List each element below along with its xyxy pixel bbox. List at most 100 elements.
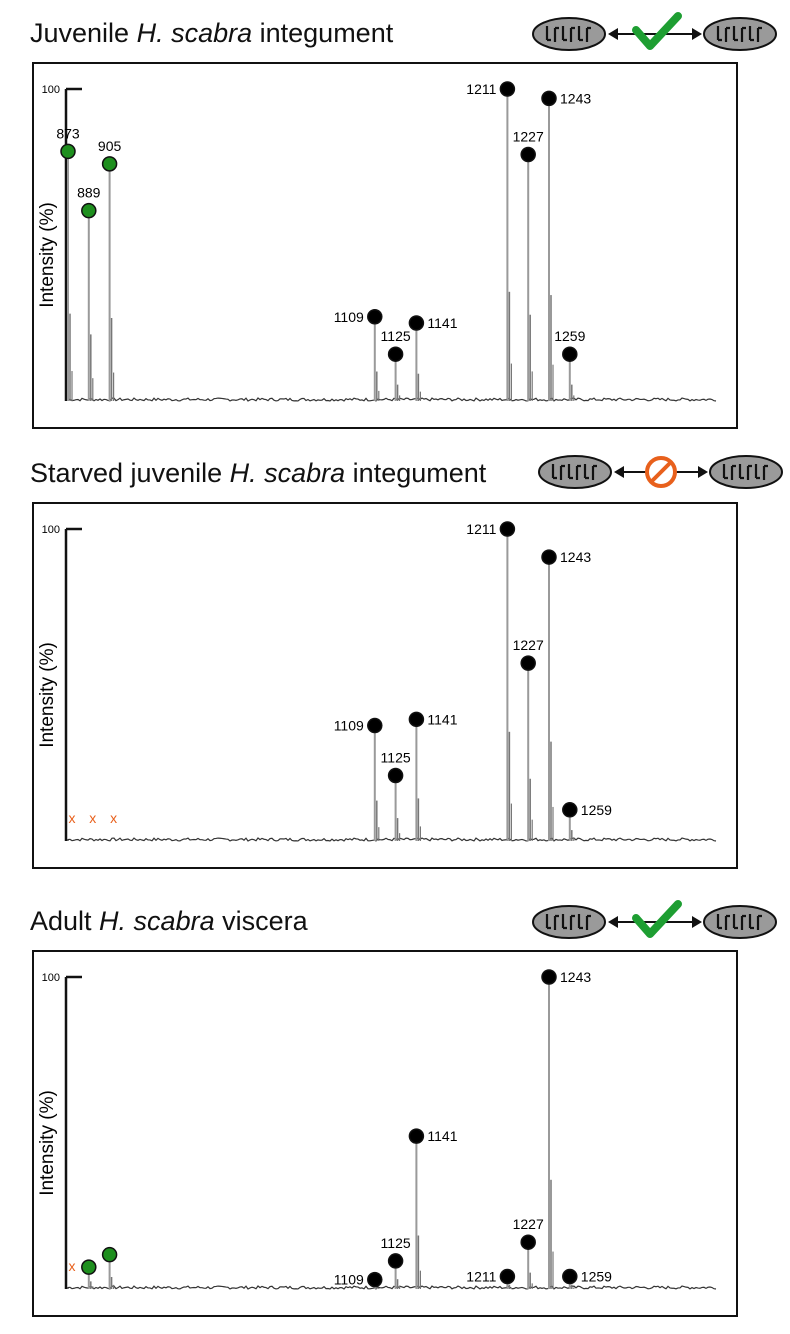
peak-label: 1259 — [581, 802, 612, 818]
peak-1243 — [548, 557, 554, 841]
peak-1125 — [394, 775, 401, 841]
plot-frame — [32, 62, 738, 429]
panel-title: Starved juvenile H. scabra integument — [30, 458, 486, 489]
peak-marker — [520, 1234, 536, 1250]
peak-marker — [541, 90, 557, 107]
peak-label: 1125 — [381, 328, 411, 344]
species-name: H. scabra — [229, 458, 346, 488]
peak-marker — [499, 1268, 516, 1285]
mitochondrion-icon — [532, 905, 606, 939]
chart-1: 100 Intensity (%) 873 889 905 1109 1125 1141 121… — [32, 62, 738, 429]
panel-title: Juvenile H. scabra integument — [30, 18, 393, 49]
peak-label: 1141 — [427, 711, 457, 727]
peak-label: 1211 — [466, 81, 496, 97]
peak-marker — [387, 346, 404, 362]
peak-marker — [408, 1128, 425, 1144]
peak-label: 1141 — [427, 315, 457, 331]
peak-1227 — [527, 154, 533, 401]
peak-1259 — [568, 354, 575, 401]
peak-label: 1259 — [554, 328, 585, 344]
double-arrow-icon — [608, 28, 702, 40]
peak-label: 1125 — [381, 1235, 411, 1251]
y-axis-label: Intensity (%) — [37, 642, 58, 748]
peak-marker — [101, 1246, 118, 1263]
peak-label: 1227 — [513, 1216, 544, 1232]
prohibited-icon — [645, 456, 677, 488]
peak-label: 1259 — [581, 1269, 612, 1285]
peak-marker — [520, 655, 536, 671]
panel-title-text: Starved juvenile — [30, 458, 230, 488]
mitochondrion-icon — [538, 455, 612, 489]
absent-marker: x — [69, 810, 76, 826]
peak-label: 1243 — [560, 90, 591, 106]
chart-3: 100 Intensity (%) 1109 1125 1141 1211 1227 1243… — [32, 950, 738, 1317]
panel-title-text: integument — [252, 18, 394, 48]
peak-label: 1109 — [334, 1272, 364, 1288]
peak-marker — [520, 146, 536, 163]
peak-marker — [367, 717, 383, 734]
peak-1141 — [415, 323, 421, 401]
peak-905 — [108, 163, 115, 401]
peak-marker — [387, 1253, 404, 1269]
peak-1109 — [373, 316, 380, 401]
peak-1227 — [527, 663, 533, 841]
peak-marker — [367, 1271, 383, 1288]
peak-marker — [499, 81, 516, 97]
peak-marker — [541, 549, 557, 565]
peak-marker — [562, 1268, 578, 1285]
peak-marker — [367, 309, 383, 325]
check-icon — [632, 12, 682, 50]
y-tick-label: 100 — [42, 972, 60, 984]
plot-frame — [32, 502, 738, 869]
peak-1243 — [548, 98, 554, 401]
peak-marker — [562, 346, 578, 362]
spectrum-baseline — [67, 397, 717, 402]
absent-marker: x — [69, 1258, 76, 1274]
panel-title-text: viscera — [214, 906, 308, 936]
symbiosis-icon — [532, 900, 782, 951]
spectrum-baseline — [67, 837, 717, 842]
peak-marker — [81, 202, 97, 219]
mitochondrion-icon — [709, 455, 783, 489]
absent-marker: x — [110, 810, 117, 826]
symbiosis-icon — [532, 12, 782, 63]
peak-label: 1227 — [513, 129, 544, 145]
symbiosis-icon — [538, 450, 788, 501]
y-axis-label: Intensity (%) — [37, 1090, 58, 1196]
peak-label: 1211 — [466, 1269, 496, 1285]
spectrum-baseline — [67, 1285, 717, 1290]
y-tick-label: 100 — [42, 84, 60, 96]
peak-label: 905 — [98, 138, 122, 154]
peak-1227 — [527, 1242, 533, 1289]
peak-marker — [541, 969, 557, 985]
mitochondrion-icon — [532, 17, 606, 51]
peak-label: 1141 — [427, 1128, 457, 1144]
y-tick-label: 100 — [42, 524, 60, 536]
mitochondrion-icon — [703, 905, 777, 939]
peak-marker — [60, 143, 76, 160]
y-axis-label: Intensity (%) — [37, 202, 58, 308]
panel-title: Adult H. scabra viscera — [30, 906, 308, 937]
peak-label: 1125 — [381, 749, 411, 765]
peak-1243 — [548, 977, 554, 1289]
peak-marker — [81, 1259, 97, 1275]
peak-label: 1227 — [513, 637, 544, 653]
peak-label: 1109 — [334, 718, 364, 734]
peak-marker — [387, 767, 404, 784]
species-name: H. scabra — [136, 18, 253, 48]
peak-marker — [499, 521, 516, 537]
plot-frame — [32, 950, 738, 1317]
mitochondrion-icon — [703, 17, 777, 51]
peak-1211 — [506, 529, 512, 841]
peak-marker — [408, 711, 425, 728]
check-icon — [632, 900, 682, 938]
peak-label: 1243 — [560, 549, 591, 565]
peak-label: 1211 — [466, 521, 496, 537]
peak-label: 889 — [77, 185, 101, 201]
peak-marker — [408, 315, 425, 331]
peak-label: 873 — [56, 125, 80, 141]
double-arrow-icon — [608, 916, 702, 928]
peak-1125 — [394, 354, 401, 401]
absent-marker: x — [89, 810, 96, 826]
panel-title-text: Adult — [30, 906, 100, 936]
